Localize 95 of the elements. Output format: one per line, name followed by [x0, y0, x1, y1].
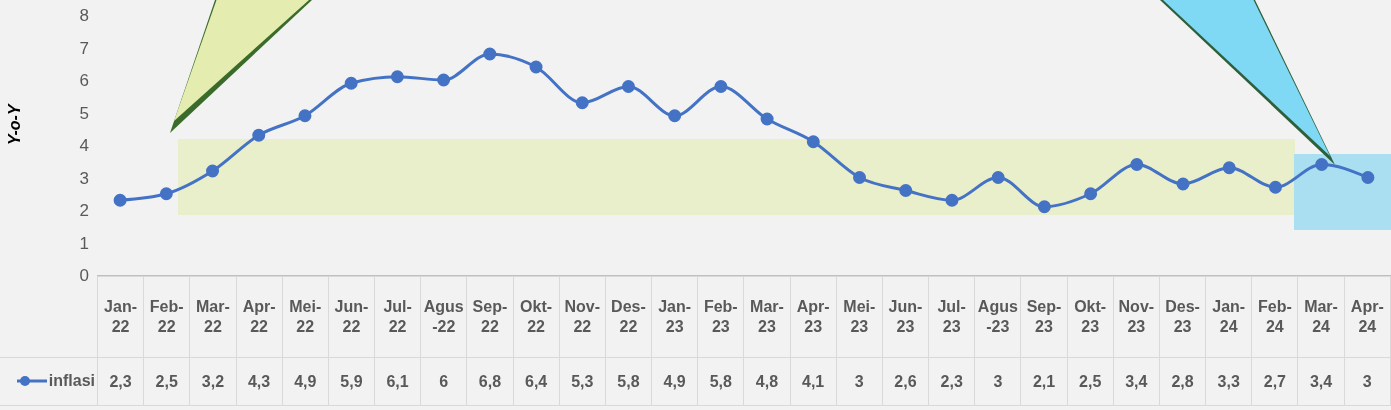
y-tick-label: 2 [79, 201, 89, 221]
x-tick-label: Agus-22 [420, 276, 467, 358]
data-label: 6 [420, 357, 467, 406]
data-label: 2,8 [1159, 357, 1206, 406]
x-tick-label: Feb-24 [1251, 276, 1298, 358]
x-tick-label: Mar-24 [1297, 276, 1345, 358]
point [159, 187, 173, 201]
x-tick-label: Apr-22 [236, 276, 283, 358]
x-tick-label: Mei-23 [836, 276, 883, 358]
x-tick-label: Jan-23 [651, 276, 698, 358]
point [529, 60, 543, 74]
data-label: 4,9 [651, 357, 698, 406]
data-label: 6,8 [466, 357, 514, 406]
x-tick-label: Agus-23 [974, 276, 1021, 358]
x-tick-label: Apr-24 [1344, 276, 1391, 358]
x-tick-label: Apr-23 [790, 276, 837, 358]
x-tick-label: Feb-22 [143, 276, 190, 358]
point [437, 73, 451, 87]
data-label: 2,3 [928, 357, 975, 406]
point [1315, 158, 1329, 171]
point [575, 96, 589, 110]
x-tick-label: Jun-23 [882, 276, 929, 358]
data-label: 5,8 [605, 357, 652, 406]
point [668, 109, 682, 123]
point [390, 70, 404, 84]
x-tick-label: Jan-24 [1205, 276, 1252, 358]
y-tick-label: 5 [79, 103, 89, 123]
point [760, 112, 774, 126]
point [899, 184, 913, 197]
data-label: 5,3 [559, 357, 606, 406]
point [1361, 171, 1375, 184]
point [1222, 161, 1236, 175]
x-tick-label: Feb-23 [697, 276, 744, 358]
y-tick-label: 3 [79, 168, 89, 188]
data-label: 4,9 [282, 357, 329, 406]
data-label: 2,5 [143, 357, 190, 406]
x-tick-label: Des-22 [605, 276, 652, 358]
data-label: 3 [974, 357, 1021, 406]
point [806, 135, 820, 149]
y-tick-label: 6 [79, 71, 89, 91]
x-tick-label: Nov-23 [1113, 276, 1160, 358]
point [1176, 177, 1190, 191]
point [1037, 200, 1051, 214]
point [252, 128, 266, 142]
point [621, 80, 635, 93]
x-tick-label: Mei-22 [282, 276, 329, 358]
point [1084, 187, 1098, 201]
data-label: 4,1 [790, 357, 837, 406]
data-label: 2,1 [1020, 357, 1068, 406]
point [1268, 180, 1282, 194]
data-label: 2,5 [1067, 357, 1114, 406]
x-tick-label: Okt-23 [1067, 276, 1114, 358]
point [206, 164, 220, 178]
data-label: 2,7 [1251, 357, 1298, 406]
data-label: 5,8 [697, 357, 744, 406]
y-tick-label: 7 [79, 38, 89, 58]
x-tick-label: Mar-23 [743, 276, 791, 358]
x-tick-label: Jun-22 [328, 276, 375, 358]
point [483, 47, 497, 61]
x-tick-label: Sep-22 [466, 276, 514, 358]
data-label: 3,4 [1297, 357, 1345, 406]
point [1130, 158, 1144, 171]
y-tick-label: 0 [79, 266, 89, 286]
data-label: 3,2 [189, 357, 236, 406]
point [991, 171, 1005, 184]
data-label: 4,8 [743, 357, 791, 406]
data-label: 6,4 [513, 357, 560, 406]
data-label: 2,6 [882, 357, 929, 406]
data-label: 2,3 [97, 357, 144, 406]
y-tick-label: 1 [79, 233, 89, 253]
x-tick-label: Nov-22 [559, 276, 606, 358]
data-label: 5,9 [328, 357, 375, 406]
x-tick-label: Jan-22 [97, 276, 144, 358]
data-label: 3 [836, 357, 883, 406]
legend-label: inflasi [48, 371, 95, 391]
point [853, 171, 867, 184]
x-tick-label: Jul-22 [374, 276, 421, 358]
data-label: 6,1 [374, 357, 421, 406]
y-tick-label: 8 [79, 6, 89, 26]
data-label: 4,3 [236, 357, 283, 406]
point [298, 109, 312, 123]
point [113, 193, 127, 207]
data-label: 3,3 [1205, 357, 1252, 406]
data-label: 3 [1344, 357, 1391, 406]
x-tick-label: Mar-22 [189, 276, 236, 358]
x-tick-label: Sep-23 [1020, 276, 1068, 358]
point [714, 80, 728, 93]
data-label: 3,4 [1113, 357, 1160, 406]
x-tick-label: Des-23 [1159, 276, 1206, 358]
point [344, 76, 358, 90]
y-axis-title: Y-o-Y [5, 103, 23, 145]
point [945, 193, 959, 207]
y-tick-label: 4 [79, 136, 89, 156]
x-tick-label: Jul-23 [928, 276, 975, 358]
x-tick-label: Okt-22 [513, 276, 560, 358]
